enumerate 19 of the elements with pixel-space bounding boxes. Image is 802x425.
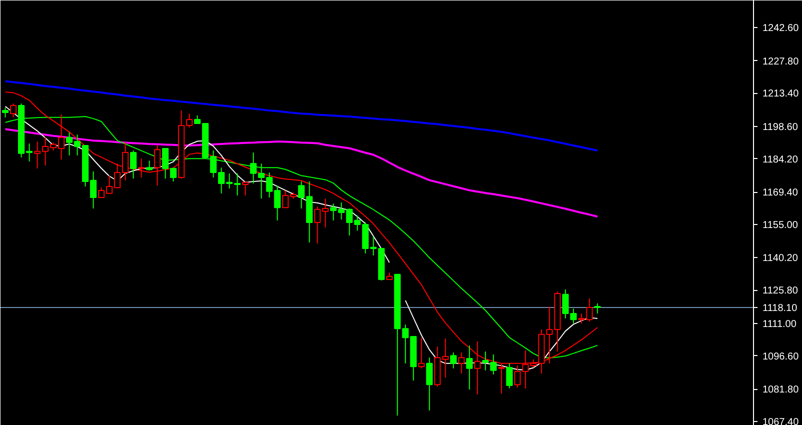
y-tick-label: 1096.60 bbox=[762, 351, 800, 362]
y-tick-label: 1213.40 bbox=[762, 88, 800, 100]
y-tick-label: 1184.20 bbox=[762, 154, 798, 166]
y-tick-label: 1155.00 bbox=[762, 220, 798, 231]
candlestick bbox=[426, 357, 433, 411]
y-tick-label: 1227.80 bbox=[762, 56, 800, 68]
line-series bbox=[4, 128, 598, 218]
y-tick-label: 1198.60 bbox=[762, 122, 798, 133]
y-tick-label: 1140.20 bbox=[762, 253, 798, 264]
candlestick bbox=[138, 158, 145, 178]
candlestick bbox=[466, 344, 473, 390]
y-tick-label: 1242.60 bbox=[762, 22, 800, 34]
y-tick-label: 1125.80 bbox=[762, 286, 798, 297]
ref-line-label: 1118.10 bbox=[762, 302, 798, 314]
line-series bbox=[4, 80, 598, 152]
y-tick-label: 1111.00 bbox=[762, 318, 797, 330]
y-tick-label: 1169.40 bbox=[762, 188, 798, 199]
y-tick-label: 1081.80 bbox=[762, 384, 800, 396]
y-tick-label: 1067.40 bbox=[762, 416, 800, 425]
